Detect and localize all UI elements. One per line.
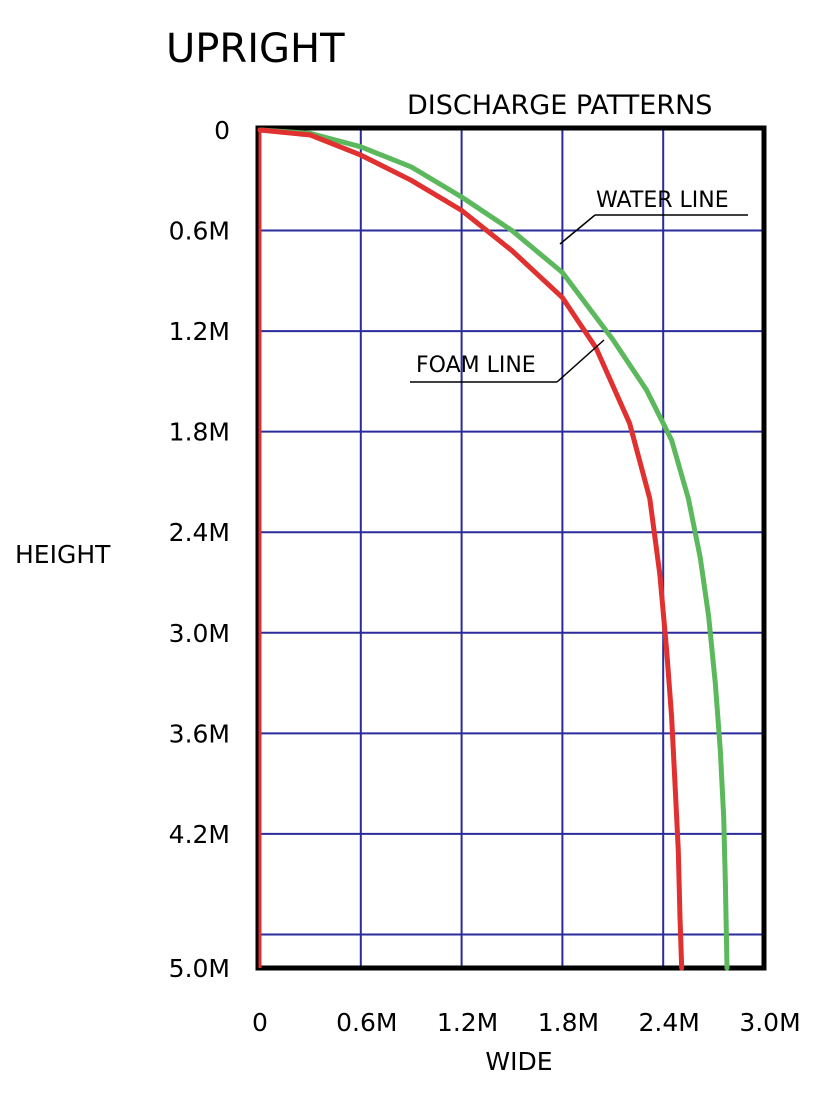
x-tick-labels: 0 0.6M 1.2M 1.8M 2.4M 3.0M <box>252 1008 801 1037</box>
y-tick-label: 1.2M <box>169 317 230 346</box>
y-tick-label: 1.8M <box>169 418 230 447</box>
x-tick-label: 0.6M <box>336 1008 397 1037</box>
water-line-leader <box>559 214 596 245</box>
y-tick-label: 2.4M <box>169 518 230 547</box>
y-tick-label: 5.0M <box>169 954 230 983</box>
foam-line-series <box>257 127 685 971</box>
x-axis-label: WIDE <box>485 1047 552 1076</box>
foam-line-leader <box>556 339 605 383</box>
y-tick-label: 0 <box>214 116 230 145</box>
water-line-series <box>257 127 730 971</box>
x-tick-label: 1.8M <box>538 1008 599 1037</box>
y-tick-label: 4.2M <box>169 820 230 849</box>
chart-subtitle: DISCHARGE PATTERNS <box>407 90 712 121</box>
x-tick-label: 0 <box>252 1008 268 1037</box>
y-axis-label: HEIGHT <box>15 540 111 569</box>
foam-line-callout: FOAM LINE <box>410 339 605 383</box>
x-tick-label: 1.2M <box>437 1008 498 1037</box>
water-line-callout: WATER LINE <box>559 188 748 245</box>
x-tick-label: 3.0M <box>739 1008 800 1037</box>
water-line-label: WATER LINE <box>596 188 729 213</box>
y-tick-label: 3.6M <box>169 719 230 748</box>
x-tick-label: 2.4M <box>639 1008 700 1037</box>
grid-lines <box>260 130 764 968</box>
y-tick-label: 3.0M <box>169 619 230 648</box>
y-tick-label: 0.6M <box>169 217 230 246</box>
chart-title: UPRIGHT <box>166 26 345 72</box>
y-tick-labels: 0 0.6M 1.2M 1.8M 2.4M 3.0M 3.6M 4.2M 5.0M <box>169 116 230 983</box>
series-lines <box>257 127 730 971</box>
plot-frame <box>255 125 767 971</box>
foam-line-label: FOAM LINE <box>416 353 536 378</box>
